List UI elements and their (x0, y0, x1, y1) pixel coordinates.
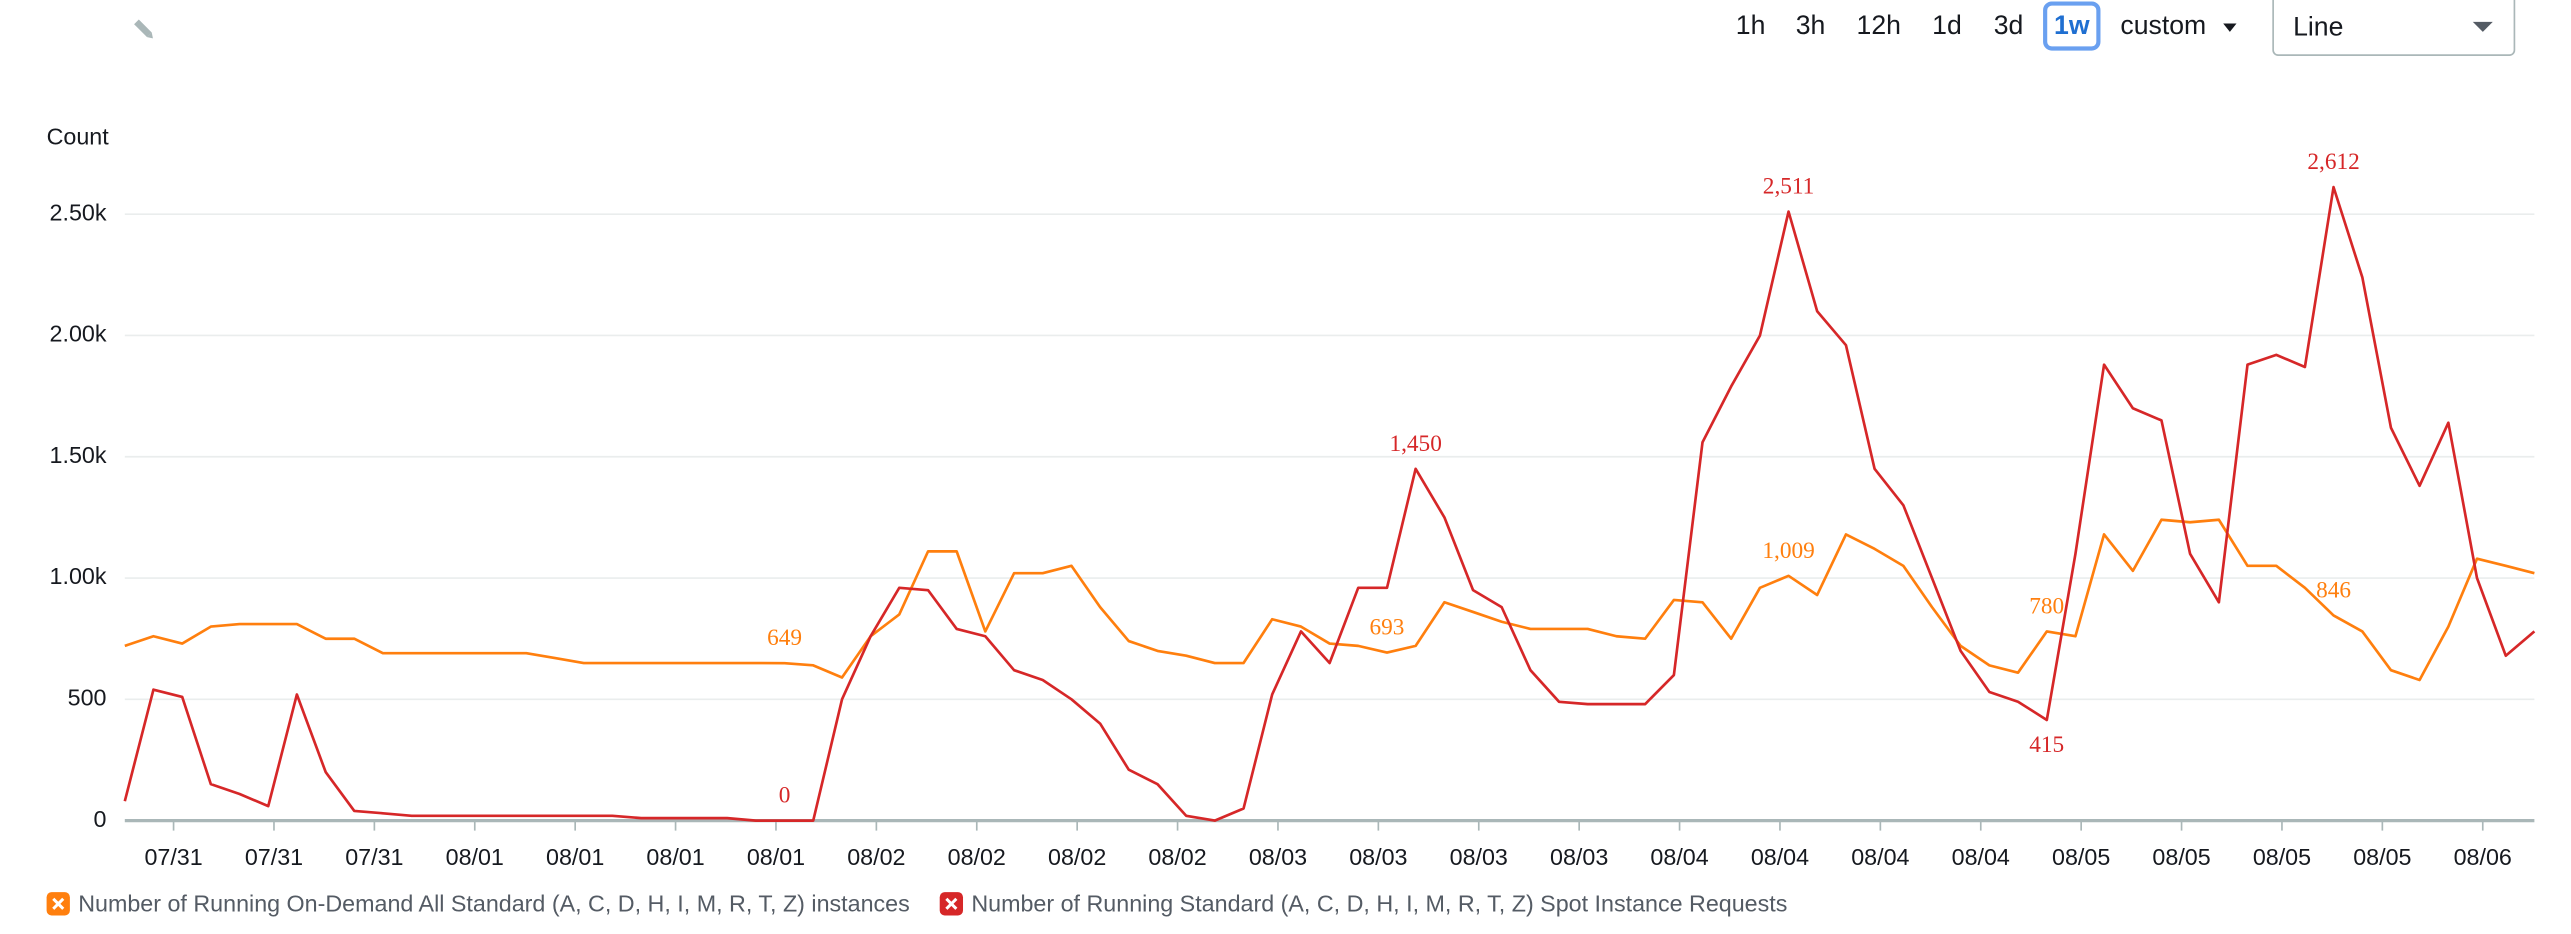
range-button[interactable]: 12h (1857, 10, 1901, 40)
range-button[interactable]: 3h (1796, 10, 1826, 40)
x-tick-label: 08/03 (1450, 844, 1508, 870)
edit-icon[interactable] (134, 19, 155, 41)
legend-swatch-x (52, 897, 65, 910)
x-tick-label: 08/05 (2052, 844, 2110, 870)
x-tick-label: 08/02 (1148, 844, 1206, 870)
selected-range-box (2043, 1, 2101, 51)
x-tick-label: 08/02 (847, 844, 905, 870)
legend-label[interactable]: Number of Running On-Demand All Standard… (78, 891, 910, 917)
x-tick-label: 08/03 (1249, 844, 1307, 870)
data-label: 0 (779, 783, 791, 809)
range-button[interactable]: 1h (1736, 10, 1766, 40)
range-button[interactable]: 1d (1932, 10, 1962, 40)
x-tick-label: 08/01 (546, 844, 604, 870)
y-tick-label: 500 (68, 684, 107, 710)
x-tick-label: 08/05 (2253, 844, 2311, 870)
y-tick-label: 0 (94, 806, 107, 832)
x-tick-label: 08/01 (646, 844, 704, 870)
x-tick-label: 08/05 (2152, 844, 2210, 870)
data-label: 2,612 (2307, 149, 2359, 175)
legend-swatch-x (945, 897, 958, 910)
x-tick-label: 08/03 (1550, 844, 1608, 870)
x-tick-label: 08/04 (1851, 844, 1909, 870)
y-tick-label: 2.00k (50, 321, 107, 347)
data-label: 1,009 (1762, 538, 1814, 564)
data-label: 2,511 (1763, 174, 1815, 200)
data-label: 846 (2316, 577, 2351, 603)
data-label: 1,450 (1389, 431, 1441, 457)
legend-label[interactable]: Number of Running Standard (A, C, D, H, … (971, 891, 1787, 917)
data-label: 649 (767, 625, 802, 651)
series-line (123, 185, 2536, 822)
x-tick-label: 08/01 (747, 844, 805, 870)
range-button[interactable]: 3d (1994, 10, 2024, 40)
range-button[interactable]: 1w (2054, 10, 2090, 40)
series-line (124, 518, 2535, 682)
x-tick-label: 08/03 (1349, 844, 1407, 870)
y-tick-label: 2.50k (50, 199, 107, 225)
x-tick-label: 08/01 (446, 844, 504, 870)
x-tick-label: 07/31 (345, 844, 403, 870)
view-select-label: Line (2293, 12, 2343, 42)
x-tick-label: 08/04 (1650, 844, 1708, 870)
custom-caret (2223, 23, 2237, 32)
y-tick-label: 1.00k (50, 563, 107, 589)
x-tick-label: 07/31 (245, 844, 303, 870)
x-tick-label: 08/05 (2353, 844, 2411, 870)
view-select-caret (2472, 21, 2493, 32)
x-tick-label: 08/04 (1952, 844, 2010, 870)
view-select[interactable] (2272, 0, 2516, 56)
y-tick-label: 1.50k (50, 442, 107, 468)
data-label: 780 (2029, 593, 2064, 619)
x-tick-label: 08/02 (1048, 844, 1106, 870)
data-label: 415 (2029, 732, 2064, 758)
x-tick-label: 08/02 (948, 844, 1006, 870)
data-label: 693 (1370, 615, 1405, 641)
x-tick-label: 08/06 (2454, 844, 2512, 870)
y-axis-label: Count (47, 124, 110, 150)
x-tick-label: 08/04 (1751, 844, 1809, 870)
custom-button[interactable]: custom (2120, 10, 2206, 40)
x-tick-label: 07/31 (144, 844, 202, 870)
